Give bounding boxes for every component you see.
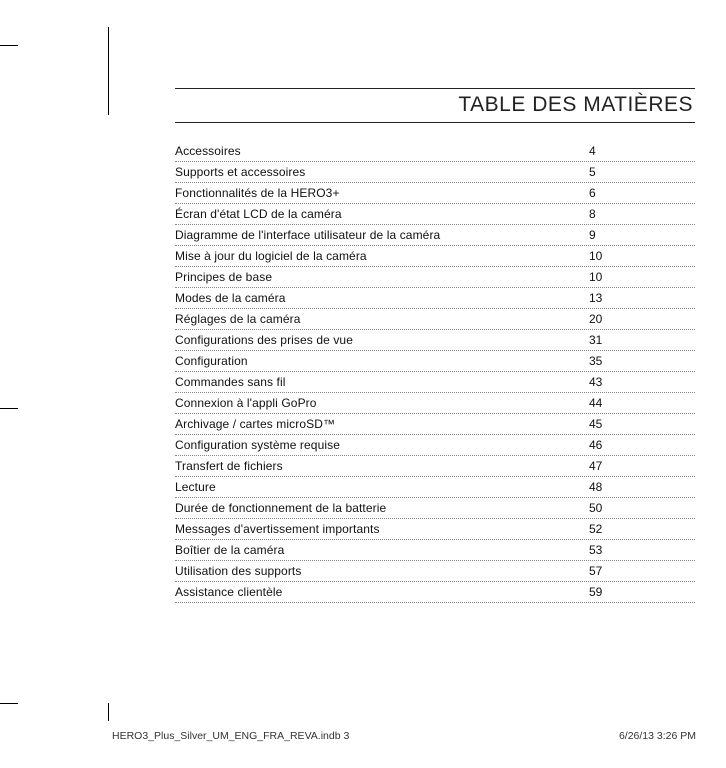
crop-mark <box>0 408 18 409</box>
toc-label: Fonctionnalités de la HERO3+ <box>175 186 340 200</box>
footer-file: HERO3_Plus_Silver_UM_ENG_FRA_REVA.indb 3 <box>112 730 349 742</box>
toc-page-number: 10 <box>585 249 695 263</box>
toc-row: Réglages de la caméra 20 <box>175 309 695 330</box>
toc-label: Modes de la caméra <box>175 291 286 305</box>
footer: HERO3_Plus_Silver_UM_ENG_FRA_REVA.indb 3… <box>112 730 696 742</box>
toc-label: Configuration système requise <box>175 438 340 452</box>
toc-page-number: 45 <box>585 417 695 431</box>
toc-row: Durée de fonctionnement de la batterie 50 <box>175 498 695 519</box>
toc-label: Écran d'état LCD de la caméra <box>175 207 342 221</box>
toc-row: Configurations des prises de vue 31 <box>175 330 695 351</box>
toc-row: Connexion à l'appli GoPro 44 <box>175 393 695 414</box>
toc-label: Supports et accessoires <box>175 165 305 179</box>
toc-page-number: 50 <box>585 501 695 515</box>
toc-page-number: 44 <box>585 396 695 410</box>
toc-label: Principes de base <box>175 270 272 284</box>
toc-label: Diagramme de l'interface utilisateur de … <box>175 228 440 242</box>
toc-page-number: 5 <box>585 165 695 179</box>
toc-label: Configuration <box>175 354 248 368</box>
toc-page-number: 59 <box>585 585 695 599</box>
toc-page-number: 31 <box>585 333 695 347</box>
toc-label: Configurations des prises de vue <box>175 333 353 347</box>
toc-page-number: 52 <box>585 522 695 536</box>
toc-row: Configuration 35 <box>175 351 695 372</box>
toc-label: Archivage / cartes microSD™ <box>175 417 335 431</box>
footer-stamp: 6/26/13 3:26 PM <box>619 730 696 742</box>
toc-row: Utilisation des supports 57 <box>175 561 695 582</box>
table-of-contents: Accessoires 4 Supports et accessoires 5 Fonc… <box>175 141 695 603</box>
toc-label: Lecture <box>175 480 216 494</box>
toc-page-number: 9 <box>585 228 695 242</box>
crop-mark <box>108 703 109 721</box>
toc-label: Mise à jour du logiciel de la caméra <box>175 249 367 263</box>
toc-page-number: 48 <box>585 480 695 494</box>
toc-page-number: 13 <box>585 291 695 305</box>
toc-label: Réglages de la caméra <box>175 312 301 326</box>
toc-label: Boîtier de la caméra <box>175 543 284 557</box>
toc-page-number: 4 <box>585 144 695 158</box>
toc-label: Transfert de fichiers <box>175 459 283 473</box>
crop-mark <box>0 703 18 704</box>
page-title: TABLE DES MATIÈRES <box>175 93 693 117</box>
toc-label: Durée de fonctionnement de la batterie <box>175 501 386 515</box>
toc-label: Connexion à l'appli GoPro <box>175 396 317 410</box>
toc-row: Assistance clientèle 59 <box>175 582 695 603</box>
toc-row: Fonctionnalités de la HERO3+ 6 <box>175 183 695 204</box>
toc-page-number: 53 <box>585 543 695 557</box>
toc-page-number: 47 <box>585 459 695 473</box>
page-content: TABLE DES MATIÈRES Accessoires 4 Supports … <box>175 88 695 603</box>
toc-row: Messages d'avertissement importants 52 <box>175 519 695 540</box>
toc-label: Utilisation des supports <box>175 564 301 578</box>
toc-page-number: 57 <box>585 564 695 578</box>
toc-row: Mise à jour du logiciel de la caméra 10 <box>175 246 695 267</box>
title-block: TABLE DES MATIÈRES <box>175 88 695 123</box>
toc-label: Messages d'avertissement importants <box>175 522 380 536</box>
toc-row: Modes de la caméra 13 <box>175 288 695 309</box>
toc-row: Diagramme de l'interface utilisateur de … <box>175 225 695 246</box>
toc-page-number: 8 <box>585 207 695 221</box>
toc-page-number: 20 <box>585 312 695 326</box>
toc-page-number: 6 <box>585 186 695 200</box>
toc-label: Assistance clientèle <box>175 585 282 599</box>
toc-page-number: 46 <box>585 438 695 452</box>
toc-row: Archivage / cartes microSD™ 45 <box>175 414 695 435</box>
toc-page-number: 43 <box>585 375 695 389</box>
toc-row: Transfert de fichiers 47 <box>175 456 695 477</box>
toc-row: Écran d'état LCD de la caméra 8 <box>175 204 695 225</box>
toc-label: Accessoires <box>175 144 241 158</box>
crop-mark <box>0 45 18 46</box>
toc-row: Configuration système requise 46 <box>175 435 695 456</box>
toc-row: Accessoires 4 <box>175 141 695 162</box>
toc-label: Commandes sans fil <box>175 375 286 389</box>
toc-row: Principes de base 10 <box>175 267 695 288</box>
toc-page-number: 35 <box>585 354 695 368</box>
toc-row: Supports et accessoires 5 <box>175 162 695 183</box>
toc-row: Lecture 48 <box>175 477 695 498</box>
toc-row: Boîtier de la caméra 53 <box>175 540 695 561</box>
toc-row: Commandes sans fil 43 <box>175 372 695 393</box>
toc-page-number: 10 <box>585 270 695 284</box>
crop-mark <box>108 27 109 115</box>
